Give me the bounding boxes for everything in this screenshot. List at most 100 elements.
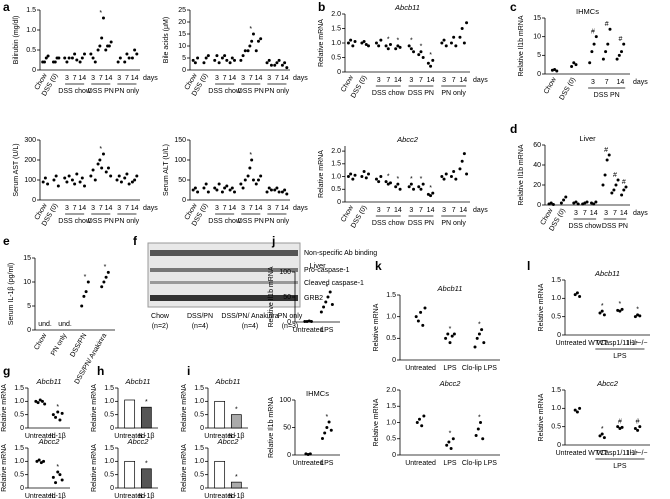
dot [37, 458, 41, 462]
dot [283, 61, 287, 65]
lane-n: (n=3) [282, 323, 299, 330]
y-axis-label: Relative mRNA [1, 384, 8, 432]
y-tick-label: 0 [110, 425, 114, 432]
dot [449, 447, 453, 450]
bar [140, 468, 152, 489]
dot [572, 61, 576, 65]
significance: * [145, 461, 148, 468]
dot [388, 181, 392, 185]
dot [417, 53, 421, 57]
dot [414, 315, 418, 319]
panel-label: e [3, 234, 10, 248]
dot [78, 180, 82, 184]
dot [86, 280, 90, 284]
y-tick-label: 0 [392, 452, 396, 459]
dot [444, 172, 448, 176]
x-tick-label: IL-1β [50, 433, 66, 440]
dot [451, 437, 455, 441]
x-tick-label: 7 [223, 205, 227, 212]
y-tick-label: 0 [20, 425, 24, 432]
dot [127, 182, 131, 186]
group-label: LPS [613, 463, 627, 470]
bar [140, 406, 152, 429]
dot [638, 314, 642, 318]
dot [323, 431, 327, 435]
panel-label: k [375, 259, 382, 273]
dot [58, 473, 62, 477]
dot [636, 428, 640, 432]
y-tick-label: 15 [178, 31, 186, 38]
dot [89, 174, 93, 178]
y-axis-label: Relative mRNA [373, 398, 380, 446]
dot [42, 459, 46, 463]
dot [93, 178, 97, 182]
dot [202, 186, 206, 190]
dot [70, 178, 74, 182]
days-label: days [473, 77, 488, 84]
dot [444, 44, 448, 48]
significance: * [145, 399, 148, 406]
y-tick-label: 0 [392, 357, 396, 364]
dot [419, 187, 423, 191]
dot [477, 332, 481, 336]
dot [614, 183, 618, 187]
dot [620, 307, 624, 311]
y-tick-label: 0 [27, 327, 31, 334]
dot [474, 434, 478, 437]
dot [63, 56, 67, 60]
dot [615, 57, 619, 61]
panel-label: d [510, 122, 517, 136]
dot [104, 48, 108, 52]
dot [254, 182, 258, 186]
significance: # [591, 29, 595, 36]
dot [386, 47, 390, 51]
days-label: days [293, 75, 308, 82]
dot [431, 58, 435, 62]
dot [349, 38, 353, 42]
x-tick-label: 14 [255, 205, 263, 212]
dot [324, 300, 328, 304]
dot [624, 185, 628, 189]
dot [398, 187, 402, 191]
dot [193, 61, 197, 65]
dot [346, 175, 350, 179]
x-tick-label: 3 [65, 75, 69, 82]
dot [322, 305, 326, 309]
dot [233, 58, 237, 62]
x-tick-label: 14 [78, 205, 86, 212]
dot [327, 420, 331, 424]
y-tick-label: 0.5 [104, 412, 114, 419]
x-tick-label: 7 [605, 79, 609, 86]
x-tick-label: 3 [409, 77, 413, 84]
dot [349, 172, 353, 176]
y-axis-label: Relative Il1b mRNA [268, 397, 275, 458]
dot [576, 202, 580, 206]
y-tick-label: 10 [178, 43, 186, 50]
dot [612, 188, 616, 192]
dot [115, 178, 119, 182]
x-tick-label: Untreated [204, 493, 235, 499]
x-tick-label: 3 [117, 205, 121, 212]
significance: * [478, 322, 481, 329]
chart-title: Liver [309, 261, 326, 270]
dot [454, 44, 458, 48]
dot [366, 172, 370, 176]
dot [607, 153, 611, 157]
x-tick-label: 3 [591, 79, 595, 86]
dot [412, 187, 416, 191]
dot [225, 184, 229, 188]
panel-label: j [271, 234, 275, 248]
dot [481, 437, 485, 441]
dot [265, 190, 269, 194]
dot [379, 175, 383, 179]
value-label: und. [38, 321, 52, 328]
y-tick-label: 10 [23, 279, 31, 286]
dot [225, 58, 229, 62]
chart-title: Abcc2 [396, 135, 419, 144]
x-tick-label: 3 [91, 75, 95, 82]
dot [604, 50, 608, 54]
dot [98, 44, 102, 48]
x-tick-label: 3 [442, 77, 446, 84]
dot [250, 158, 254, 162]
dot [51, 475, 55, 479]
